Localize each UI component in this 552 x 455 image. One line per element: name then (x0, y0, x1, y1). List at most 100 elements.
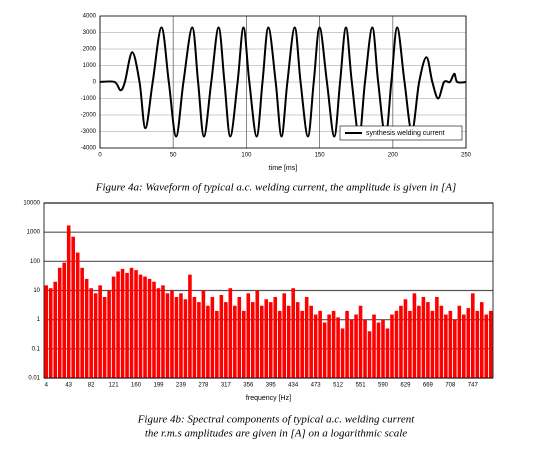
bar (444, 314, 448, 378)
bar (282, 293, 287, 378)
x-tick-label: 669 (423, 383, 434, 389)
x-tick-label: 434 (288, 383, 299, 389)
plot-frame (43, 202, 494, 379)
bar (367, 331, 372, 378)
bar (228, 288, 233, 378)
x-axis-label: frequency [Hz] (246, 395, 291, 402)
bar (224, 302, 228, 378)
y-tick-label: 3000 (83, 30, 97, 36)
bar (98, 285, 102, 378)
bar (66, 225, 71, 378)
y-tick-label: 4000 (83, 14, 97, 20)
bar (125, 272, 129, 378)
bar (304, 296, 309, 378)
bar (300, 310, 304, 378)
x-tick-label: 100 (241, 153, 252, 159)
bar (390, 314, 394, 378)
bar (62, 262, 67, 378)
bar (116, 271, 120, 378)
y-tick-label: 0.1 (32, 346, 41, 352)
bar (75, 252, 80, 378)
bar (89, 288, 93, 378)
bar (385, 328, 390, 378)
bar (439, 305, 444, 378)
y-tick-label: 1 (37, 317, 41, 323)
caption: Figure 4b: Spectral components of typica… (137, 414, 416, 426)
legend (339, 125, 463, 141)
bar (80, 267, 84, 378)
bar (412, 293, 417, 378)
x-tick-label: 160 (131, 383, 142, 389)
x-tick-label: 512 (333, 383, 344, 389)
bar (291, 288, 295, 378)
bar (286, 305, 291, 378)
bar (129, 267, 134, 378)
x-tick-label: 278 (198, 383, 209, 389)
x-tick-label: 4 (45, 383, 49, 389)
bar (152, 281, 156, 378)
bar (48, 288, 53, 378)
bar (349, 319, 354, 378)
bar (53, 281, 58, 378)
x-tick-label: 239 (176, 383, 187, 389)
bar (417, 305, 421, 378)
y-tick-label: -2000 (81, 113, 97, 119)
x-tick-label: 473 (311, 383, 322, 389)
x-tick-label: 150 (315, 153, 326, 159)
x-tick-label: 43 (65, 383, 72, 389)
bar (453, 319, 457, 378)
bar (309, 305, 313, 378)
y-tick-label: 0 (93, 80, 97, 86)
caption: the r.m.s amplitudes are given in [A] on… (145, 428, 407, 440)
bar (44, 285, 49, 378)
bar (327, 314, 331, 378)
bar (71, 236, 75, 378)
bar (179, 293, 183, 378)
bar (354, 314, 358, 378)
y-tick-label: 10 (33, 288, 40, 294)
bar (372, 314, 376, 378)
bar (331, 310, 336, 378)
bar (259, 305, 264, 378)
x-tick-label: 395 (266, 383, 277, 389)
bar (462, 314, 466, 378)
x-tick-label: 317 (221, 383, 232, 389)
bar (273, 296, 278, 378)
bar (143, 276, 147, 378)
bar (242, 310, 246, 378)
bar (277, 310, 282, 378)
x-tick-label: 551 (356, 383, 367, 389)
bar (336, 317, 340, 378)
bar (470, 293, 475, 378)
x-tick-label: 590 (378, 383, 389, 389)
bar (210, 296, 215, 378)
bar (340, 328, 345, 378)
bar (147, 278, 152, 378)
bar (430, 310, 435, 378)
bar (457, 305, 462, 378)
bar (111, 276, 116, 378)
y-tick-label: 1000 (27, 230, 41, 236)
y-tick-label: 10000 (23, 201, 40, 207)
y-tick-label: 100 (30, 259, 41, 265)
bar (475, 310, 480, 378)
bar (358, 305, 363, 378)
bar (134, 270, 138, 378)
legend-label: synthesis welding current (366, 130, 445, 137)
y-tick-label: -3000 (81, 129, 97, 135)
x-tick-label: 356 (243, 383, 254, 389)
bar (161, 285, 165, 378)
bar (197, 302, 201, 378)
bar (376, 322, 381, 378)
bar (107, 290, 111, 378)
bar (264, 299, 269, 378)
bar (363, 319, 367, 378)
bar (138, 274, 143, 378)
bar (408, 310, 412, 378)
bar (102, 296, 107, 378)
bar (268, 302, 273, 378)
bar (188, 274, 192, 378)
x-tick-label: 82 (88, 383, 95, 389)
bar (399, 305, 403, 378)
